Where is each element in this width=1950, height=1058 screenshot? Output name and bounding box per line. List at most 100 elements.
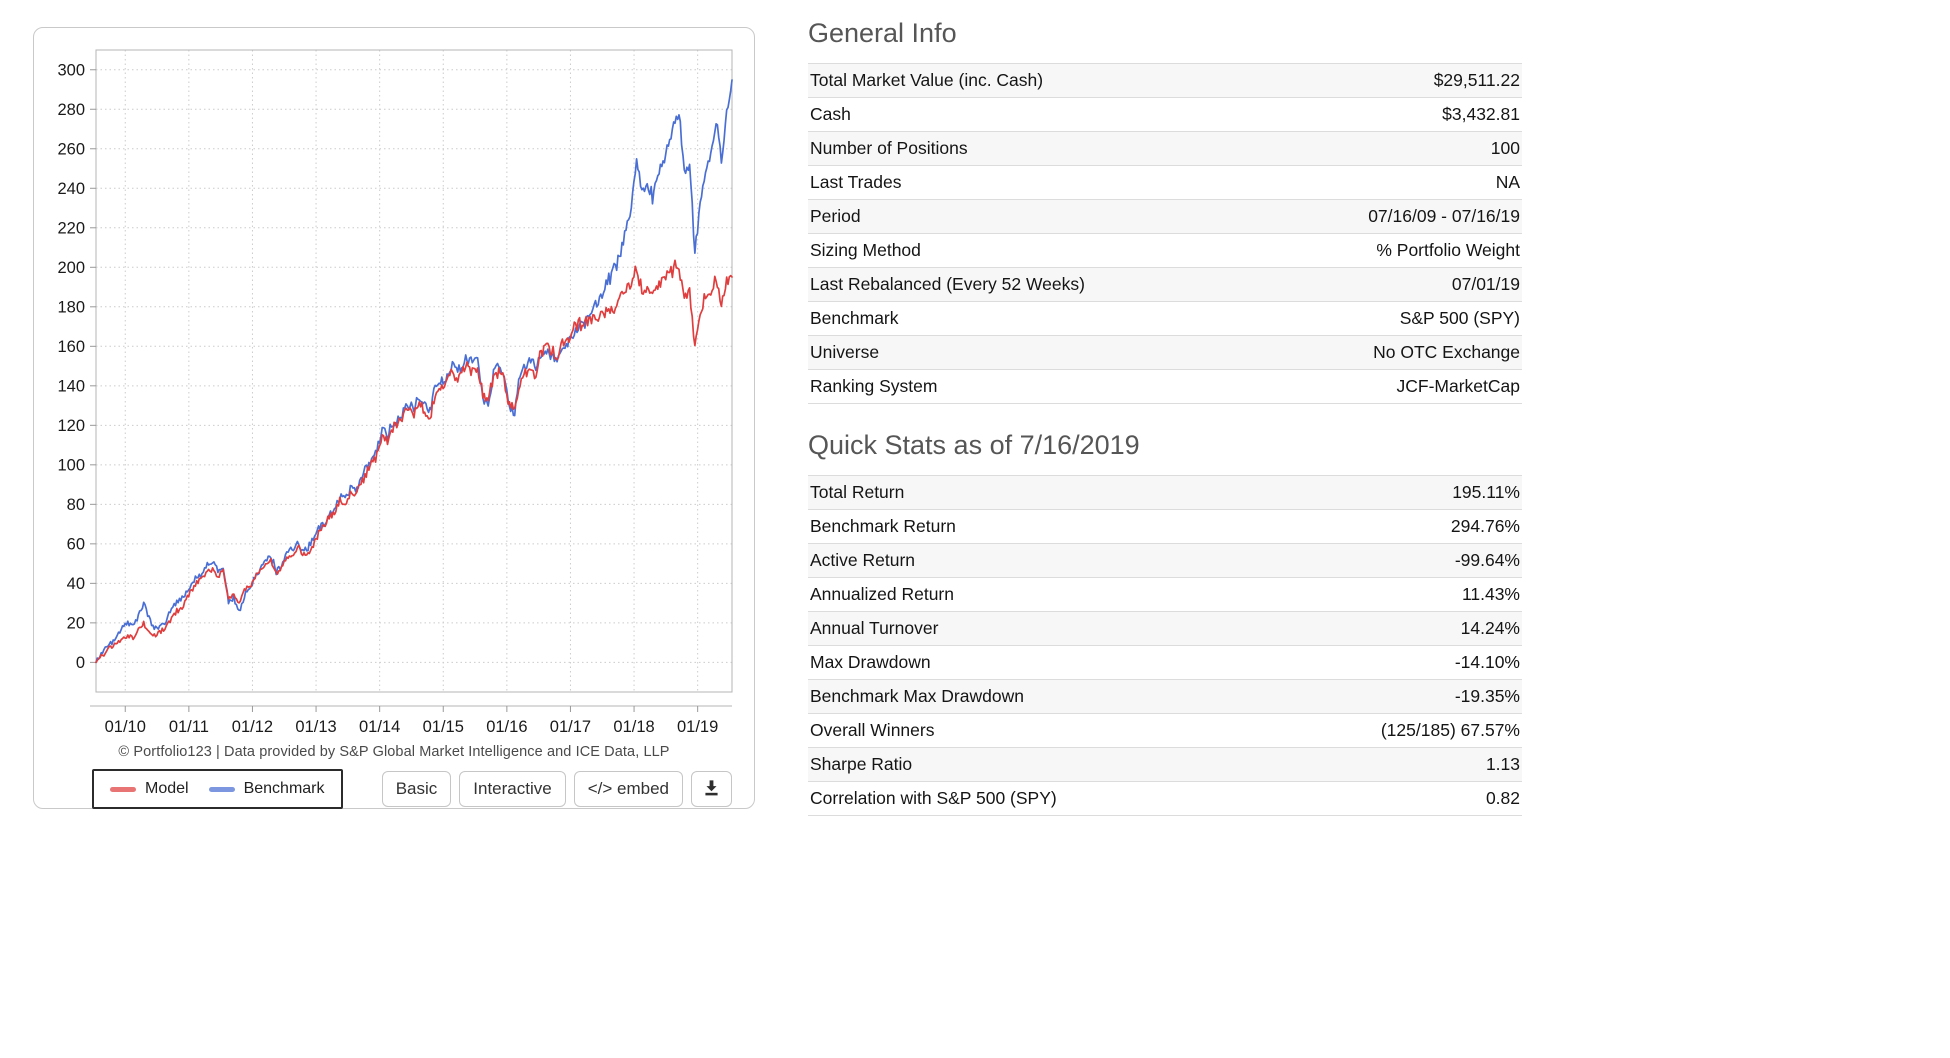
stat-value: $3,432.81 xyxy=(1266,97,1522,133)
stat-value: -99.64% xyxy=(1262,543,1522,579)
stat-label: Benchmark xyxy=(808,301,1267,337)
svg-text:01/15: 01/15 xyxy=(423,718,464,736)
stat-label: Benchmark Max Drawdown xyxy=(808,679,1263,715)
svg-text:01/13: 01/13 xyxy=(295,718,336,736)
table-row: Sizing Method% Portfolio Weight xyxy=(808,233,1522,269)
svg-text:01/10: 01/10 xyxy=(105,718,146,736)
stat-label[interactable]: Number of Positions xyxy=(808,131,1267,167)
model-line-swatch xyxy=(110,786,136,792)
stat-value: -19.35% xyxy=(1262,679,1522,715)
stat-label: Period xyxy=(808,199,1267,235)
table-row: Annualized Return 11.43% xyxy=(808,577,1522,613)
legend-label-model: Model xyxy=(145,780,189,797)
svg-text:20: 20 xyxy=(67,614,85,632)
stat-label: Sharpe Ratio xyxy=(808,747,1263,783)
stat-label: Last Rebalanced (Every 52 Weeks) xyxy=(808,267,1267,303)
table-row: Last Rebalanced (Every 52 Weeks) 07/01/19 xyxy=(808,267,1522,303)
svg-text:220: 220 xyxy=(57,219,85,237)
chart-legend: Model Benchmark xyxy=(92,769,343,809)
legend-item-model: Model xyxy=(110,780,189,798)
svg-text:240: 240 xyxy=(57,180,85,198)
svg-text:01/12: 01/12 xyxy=(232,718,273,736)
table-row: Benchmark S&P 500 (SPY) xyxy=(808,301,1522,337)
table-row: Active Return -99.64% xyxy=(808,543,1522,579)
svg-text:01/17: 01/17 xyxy=(550,718,591,736)
stat-label: Last Trades xyxy=(808,165,1267,201)
stat-value[interactable]: JCF-MarketCap xyxy=(1266,369,1522,405)
svg-text:0: 0 xyxy=(76,654,85,672)
stat-value: % Portfolio Weight xyxy=(1266,233,1522,269)
svg-text:140: 140 xyxy=(57,377,85,395)
stat-value: NA xyxy=(1266,165,1522,201)
stat-label: Correlation with S&P 500 (SPY) xyxy=(808,781,1263,817)
legend-item-benchmark: Benchmark xyxy=(208,780,325,798)
general-info-table: Total Market Value (inc. Cash) $29,511.22… xyxy=(808,63,1522,405)
svg-text:01/16: 01/16 xyxy=(486,718,527,736)
quick-stats-table: Total Return 195.11% Benchmark Return 294.7… xyxy=(808,475,1522,817)
svg-text:60: 60 xyxy=(67,535,85,553)
download-button[interactable] xyxy=(691,771,732,807)
stat-value[interactable]: 100 xyxy=(1266,131,1522,167)
table-row: Overall Winners (125/185) 67.57% xyxy=(808,713,1522,749)
chart-attribution: © Portfolio123 | Data provided by S&P Gl… xyxy=(118,744,670,760)
benchmark-line-swatch xyxy=(208,786,235,792)
svg-text:180: 180 xyxy=(57,298,85,316)
stat-label: Annual Turnover xyxy=(808,611,1263,647)
stat-label: Active Return xyxy=(808,543,1263,579)
legend-label-benchmark: Benchmark xyxy=(243,780,325,797)
stat-value: -14.10% xyxy=(1262,645,1522,681)
stat-label: Benchmark Return xyxy=(808,509,1263,545)
stat-value: 07/16/09 - 07/16/19 xyxy=(1266,199,1522,235)
stat-label: Cash xyxy=(808,97,1267,133)
table-row: Benchmark Max Drawdown -19.35% xyxy=(808,679,1522,715)
svg-text:40: 40 xyxy=(67,575,85,593)
table-row: Cash $3,432.81 xyxy=(808,97,1522,133)
table-row: Period 07/16/09 - 07/16/19 xyxy=(808,199,1522,235)
table-row: Total Market Value (inc. Cash) $29,511.22 xyxy=(808,63,1522,99)
stat-value: 14.24% xyxy=(1262,611,1522,647)
stat-value: No OTC Exchange xyxy=(1266,335,1522,371)
stat-label: Sizing Method xyxy=(808,233,1267,269)
table-row: Max Drawdown -14.10% xyxy=(808,645,1522,681)
stat-label: Overall Winners xyxy=(808,713,1263,749)
basic-button[interactable]: Basic xyxy=(381,770,452,808)
stat-value: 0.82 xyxy=(1262,781,1522,817)
svg-text:200: 200 xyxy=(57,259,85,277)
stat-value: 294.76% xyxy=(1262,509,1522,545)
download-icon xyxy=(705,780,718,796)
table-row: Correlation with S&P 500 (SPY) 0.82 xyxy=(808,781,1522,817)
interactive-button[interactable]: Interactive xyxy=(459,770,566,808)
stat-label: Universe xyxy=(808,335,1267,371)
table-row: Last Trades NA xyxy=(808,165,1522,201)
table-row: Sharpe Ratio 1.13 xyxy=(808,747,1522,783)
stat-label: Total Market Value (inc. Cash) xyxy=(808,63,1267,99)
svg-text:260: 260 xyxy=(57,140,85,158)
svg-text:160: 160 xyxy=(57,338,85,356)
stat-value: 195.11% xyxy=(1262,475,1522,511)
table-row: Universe No OTC Exchange xyxy=(808,335,1522,371)
svg-text:01/19: 01/19 xyxy=(677,718,718,736)
svg-text:280: 280 xyxy=(57,101,85,119)
stat-value: (125/185) 67.57% xyxy=(1262,713,1522,749)
stat-value: 1.13 xyxy=(1262,747,1522,783)
stat-label: Total Return xyxy=(808,475,1263,511)
stat-value: S&P 500 (SPY) xyxy=(1266,301,1522,337)
svg-text:300: 300 xyxy=(57,61,85,79)
stat-value: $29,511.22 xyxy=(1266,63,1522,99)
stat-label: Max Drawdown xyxy=(808,645,1263,681)
embed-button[interactable]: </> embed xyxy=(573,770,683,808)
stat-value: 07/01/19 xyxy=(1266,267,1522,303)
table-row: Total Return 195.11% xyxy=(808,475,1522,511)
table-row: Ranking System JCF-MarketCap xyxy=(808,369,1522,405)
performance-chart-card: 0 20 40 60 80 100 120 140 160 180 200 220 240 260 280 3… xyxy=(33,27,755,809)
general-info-title: General Info xyxy=(808,18,957,48)
table-row: Number of Positions 100 xyxy=(808,131,1522,167)
stat-label: Annualized Return xyxy=(808,577,1263,613)
svg-text:80: 80 xyxy=(67,496,85,514)
table-row: Annual Turnover 14.24% xyxy=(808,611,1522,647)
svg-text:01/14: 01/14 xyxy=(359,718,400,736)
table-row: Benchmark Return 294.76% xyxy=(808,509,1522,545)
svg-text:01/11: 01/11 xyxy=(169,718,209,736)
svg-text:120: 120 xyxy=(57,417,85,435)
stat-label: Ranking System xyxy=(808,369,1267,405)
